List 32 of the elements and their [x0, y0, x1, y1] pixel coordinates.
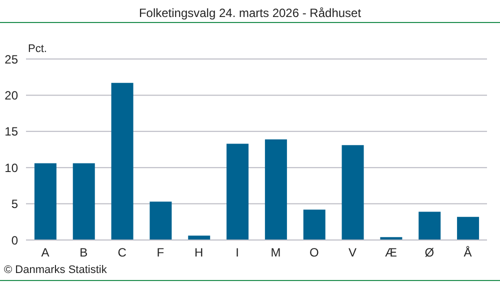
bar — [342, 145, 364, 240]
y-tick-label: 0 — [11, 233, 18, 248]
y-tick-label: 25 — [4, 52, 18, 66]
bar — [418, 212, 441, 240]
bar — [303, 210, 326, 240]
x-tick-label: H — [194, 246, 204, 260]
y-axis-title: Pct. — [28, 43, 47, 55]
x-tick-label: M — [270, 246, 281, 260]
x-tick-label: Å — [464, 246, 472, 260]
x-tick-label: F — [156, 246, 164, 260]
x-tick-label: O — [309, 246, 319, 260]
bar — [264, 139, 287, 240]
x-tick-label: B — [80, 246, 88, 260]
x-tick-label: V — [348, 246, 357, 260]
bar — [34, 163, 56, 240]
x-tick-label: Æ — [384, 246, 397, 260]
y-tick-label: 10 — [4, 160, 18, 175]
bar — [457, 216, 480, 240]
x-tick-label: Ø — [424, 246, 434, 260]
x-tick-label: I — [236, 246, 239, 260]
x-tick-label: C — [118, 246, 127, 260]
y-tick-label: 5 — [11, 197, 18, 212]
bar — [72, 163, 95, 240]
text: © Danmarks Statistik — [4, 264, 107, 276]
bar — [226, 144, 249, 240]
bar — [150, 202, 172, 240]
chart-title: Folketingsvalg 24. marts 2026 - Rådhuset — [138, 6, 362, 20]
x-tick-label: A — [41, 246, 50, 260]
y-tick-label: 15 — [4, 124, 18, 139]
y-tick-label: 20 — [4, 88, 18, 102]
bar — [188, 236, 210, 240]
bar — [111, 82, 134, 240]
